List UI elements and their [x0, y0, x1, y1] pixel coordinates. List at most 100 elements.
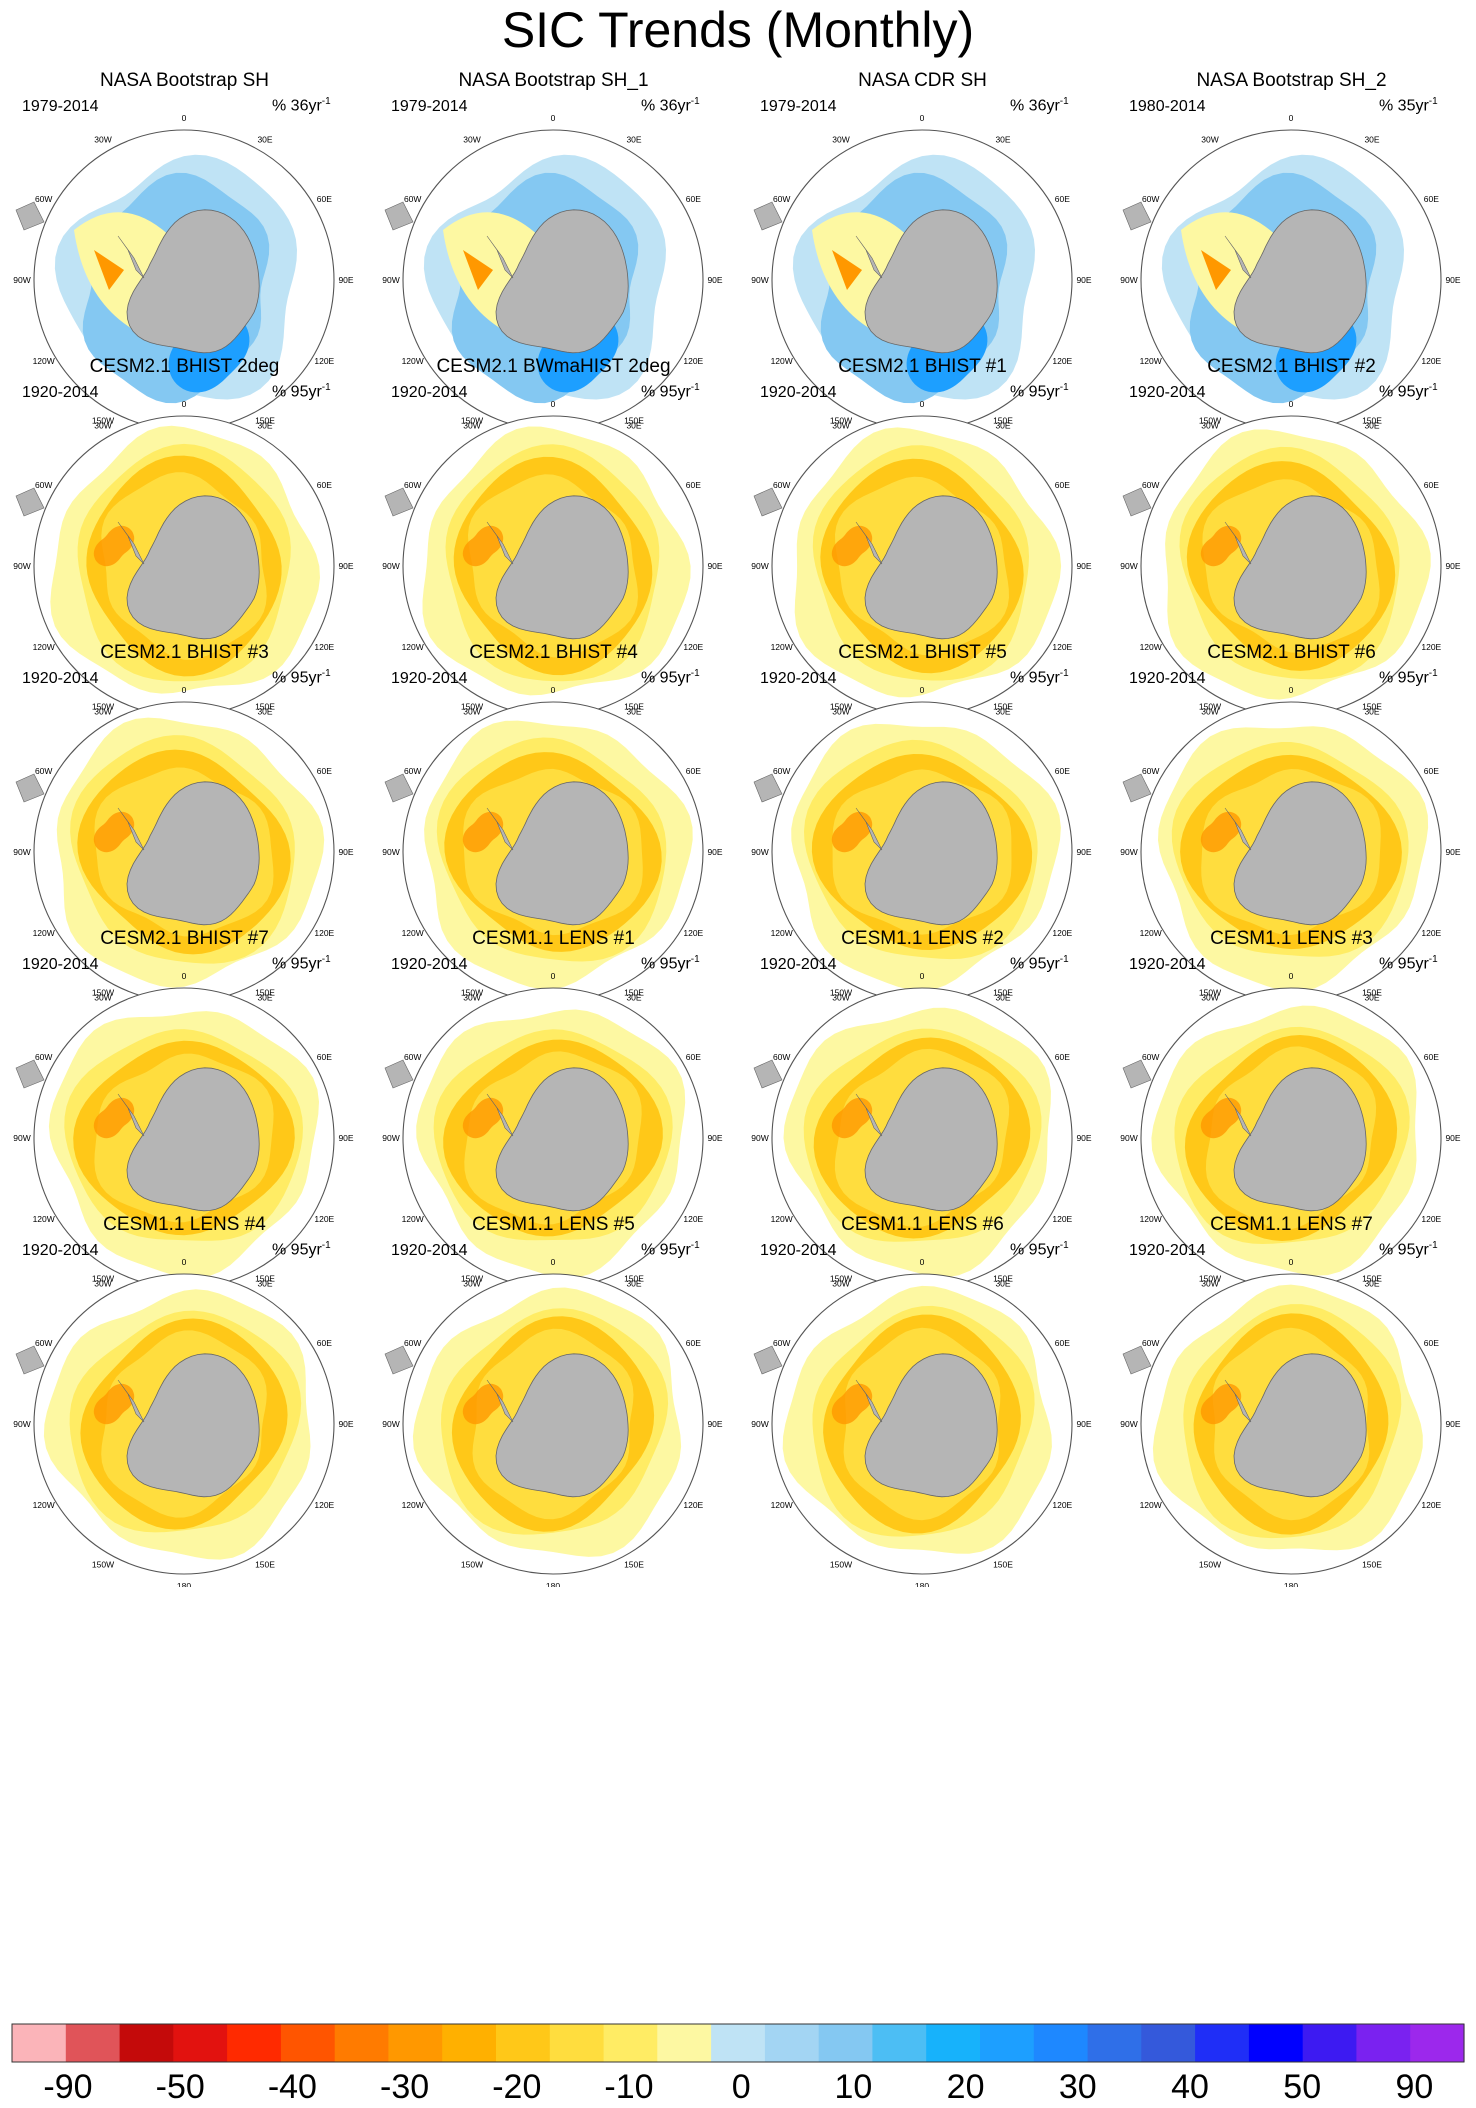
longitude-label: 60E — [1424, 766, 1439, 776]
unit-scale: 95yr — [290, 383, 322, 401]
trend-field — [462, 1383, 504, 1425]
longitude-label: 30W — [1201, 1279, 1218, 1289]
unit-prefix: % — [641, 1241, 660, 1259]
panel-period: 1920-2014 — [1129, 956, 1206, 973]
longitude-label: 30W — [94, 1279, 111, 1289]
panel-units: % 95yr-1 — [641, 1240, 700, 1259]
longitude-label: 0 — [551, 1257, 556, 1267]
longitude-label: 90E — [707, 275, 722, 285]
trend-field — [74, 212, 174, 330]
map-panel: NASA Bootstrap SH_2 1980-2014% 35yr-1 0 30E… — [1107, 60, 1476, 443]
unit-scale: 95yr — [290, 1241, 322, 1259]
longitude-label: 120E — [683, 642, 703, 652]
panel-units: % 36yr-1 — [641, 96, 700, 115]
longitude-label: 30W — [832, 1279, 849, 1289]
panel-title: CESM1.1 LENS #3 — [1210, 928, 1373, 949]
map-panel: CESM1.1 LENS #5 1920-2014% 95yr-1 0 30E 60E 9… — [369, 1204, 738, 1587]
longitude-label: 30E — [257, 421, 272, 431]
antarctica-landmass — [126, 209, 260, 354]
unit-prefix: % — [1379, 1241, 1398, 1259]
longitude-label: 30E — [1364, 1279, 1379, 1289]
longitude-label: 120W — [33, 928, 55, 938]
longitude-label: 150E — [993, 987, 1013, 997]
longitude-label: 60W — [773, 1052, 790, 1062]
peninsula — [117, 807, 145, 851]
longitude-label: 30E — [257, 707, 272, 717]
panel-period: 1920-2014 — [391, 670, 468, 687]
peninsula — [486, 235, 514, 279]
longitude-label: 60E — [1055, 766, 1070, 776]
colorbar-swatch — [280, 2024, 336, 2062]
longitude-label: 120E — [1421, 356, 1441, 366]
unit-exponent: -1 — [321, 954, 331, 965]
unit-scale: 36yr — [659, 97, 691, 115]
longitude-label: 60W — [1142, 194, 1159, 204]
south-america — [15, 201, 45, 231]
longitude-label: 120W — [1140, 356, 1162, 366]
trend-field — [443, 212, 543, 330]
panel-period: 1920-2014 — [22, 670, 99, 687]
unit-scale: 95yr — [1397, 1241, 1429, 1259]
longitude-label: 0 — [182, 971, 187, 981]
colorbar-swatch — [1033, 2024, 1089, 2062]
panel-title: CESM1.1 LENS #6 — [841, 1214, 1004, 1235]
longitude-label: 60E — [317, 194, 332, 204]
longitude-label: 30E — [995, 707, 1010, 717]
colorbar-tick-label: 50 — [1283, 2068, 1321, 2106]
antarctica-landmass — [126, 1353, 260, 1498]
unit-exponent: -1 — [321, 668, 331, 679]
colorbar-tick-label: 20 — [947, 2068, 985, 2106]
longitude-label: 60W — [35, 194, 52, 204]
unit-exponent: -1 — [1428, 1240, 1438, 1251]
longitude-label: 30E — [1364, 707, 1379, 717]
colorbar-swatch — [1410, 2024, 1465, 2062]
longitude-label: 120W — [402, 642, 424, 652]
longitude-label: 60W — [1142, 766, 1159, 776]
colorbar-tick-label: 90 — [1395, 2068, 1433, 2106]
unit-scale: 95yr — [290, 669, 322, 687]
longitude-label: 60W — [404, 480, 421, 490]
panel-period: 1920-2014 — [760, 384, 837, 401]
longitude-label: 150E — [624, 1559, 644, 1569]
longitude-label: 120E — [1421, 928, 1441, 938]
longitude-label: 150W — [830, 701, 852, 711]
longitude-label: 90E — [1445, 561, 1460, 571]
longitude-label: 30W — [94, 707, 111, 717]
colorbar-tick-label: 30 — [1059, 2068, 1097, 2106]
unit-scale: 95yr — [290, 955, 322, 973]
panel-period: 1979-2014 — [22, 98, 99, 115]
longitude-label: 120E — [314, 928, 334, 938]
longitude-label: 120W — [402, 928, 424, 938]
panel-title: CESM2.1 BHIST #4 — [469, 642, 638, 663]
panel-units: % 95yr-1 — [272, 954, 331, 973]
trend-field — [463, 250, 493, 290]
longitude-label: 120E — [1052, 642, 1072, 652]
colorbar-swatch — [818, 2024, 874, 2062]
panel-units: % 95yr-1 — [641, 382, 700, 401]
unit-prefix: % — [1010, 383, 1029, 401]
peninsula — [1224, 1093, 1252, 1137]
map-panel: CESM2.1 BHIST #1 1920-2014% 95yr-1 0 30E 60E… — [738, 346, 1107, 729]
longitude-label: 60E — [1424, 1338, 1439, 1348]
longitude-label: 0 — [551, 399, 556, 409]
unit-scale: 95yr — [659, 669, 691, 687]
longitude-label: 120W — [771, 1500, 793, 1510]
colorbar-swatch — [549, 2024, 605, 2062]
south-america — [1122, 1059, 1152, 1089]
longitude-label: 60E — [1055, 480, 1070, 490]
longitude-label: 150W — [461, 415, 483, 425]
longitude-label: 60W — [404, 1338, 421, 1348]
peninsula — [855, 521, 883, 565]
longitude-label: 0 — [182, 113, 187, 123]
longitude-label: 120E — [1052, 928, 1072, 938]
peninsula — [855, 1379, 883, 1423]
longitude-label: 120E — [683, 1500, 703, 1510]
longitude-label: 150E — [993, 1559, 1013, 1569]
longitude-label: 0 — [551, 113, 556, 123]
longitude-label: 90E — [1076, 561, 1091, 571]
